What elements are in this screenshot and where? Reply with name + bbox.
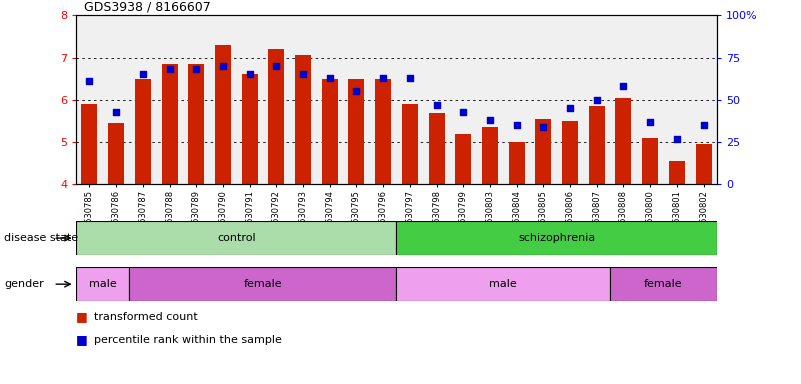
Point [510,122,523,128]
Bar [455,134,471,184]
Bar [642,138,658,184]
Text: ■: ■ [76,333,92,346]
Point [404,75,417,81]
Bar [589,106,605,184]
Bar [322,79,338,184]
Point [190,66,203,73]
Text: male: male [89,279,117,289]
Bar [108,123,124,184]
Text: disease state: disease state [4,233,78,243]
Text: transformed count: transformed count [94,312,198,322]
Bar [396,267,610,301]
Point [244,71,256,78]
Point [537,124,549,130]
Point [296,71,309,78]
Point [670,136,683,142]
Text: female: female [244,279,282,289]
Point [136,71,149,78]
Bar [669,161,685,184]
Bar [215,45,231,184]
Text: schizophrenia: schizophrenia [518,233,595,243]
Text: gender: gender [4,279,44,289]
Bar [82,104,98,184]
Point [163,66,176,73]
Bar [76,221,396,255]
Text: female: female [644,279,682,289]
Bar [162,64,178,184]
Bar [375,79,391,184]
Bar [188,64,204,184]
Point [564,105,577,111]
Text: ■: ■ [76,310,92,323]
Bar [562,121,578,184]
Text: control: control [217,233,256,243]
Point [590,97,603,103]
Point [617,83,630,89]
Text: percentile rank within the sample: percentile rank within the sample [94,335,282,345]
Point [376,75,389,81]
Bar [76,267,130,301]
Point [216,63,229,69]
Bar [429,113,445,184]
Point [484,117,497,123]
Point [457,109,469,115]
Bar [535,119,551,184]
Bar [130,267,396,301]
Point [430,102,443,108]
Bar [268,49,284,184]
Point [697,122,710,128]
Bar [615,98,631,184]
Bar [135,79,151,184]
Bar [482,127,498,184]
Point [350,88,363,94]
Bar [509,142,525,184]
Point [110,109,123,115]
Point [644,119,657,125]
Point [324,75,336,81]
Bar [396,221,717,255]
Bar [295,56,311,184]
Bar [402,104,418,184]
Bar [348,79,364,184]
Text: male: male [489,279,517,289]
Text: GDS3938 / 8166607: GDS3938 / 8166607 [84,0,211,13]
Bar [610,267,717,301]
Bar [695,144,711,184]
Point [270,63,283,69]
Point [83,78,96,84]
Bar [242,74,258,184]
